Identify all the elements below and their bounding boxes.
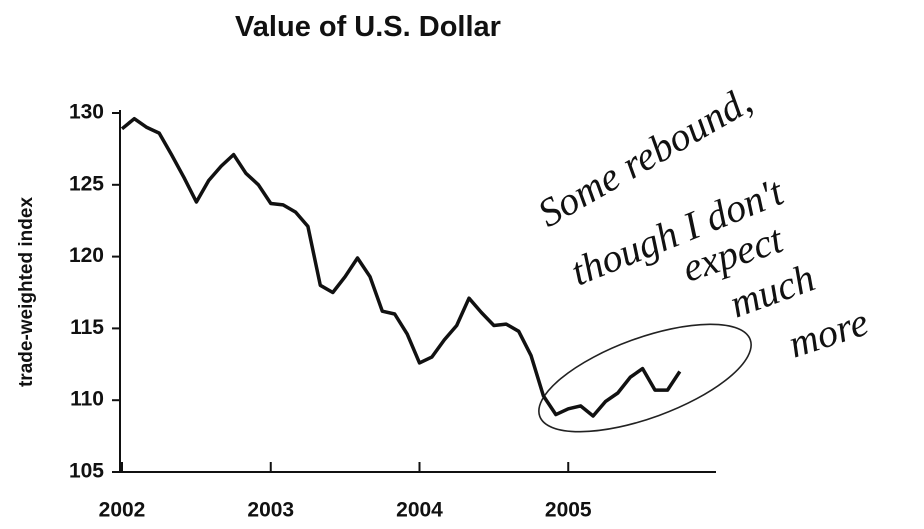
y-tick-label: 105 <box>69 460 104 483</box>
y-tick-label: 120 <box>69 244 104 267</box>
x-tick-label: 2005 <box>545 499 592 522</box>
y-tick-label: 110 <box>70 388 104 411</box>
annotation-circle <box>538 323 752 433</box>
y-axis-label: trade-weighted index <box>16 197 37 387</box>
y-tick-label: 125 <box>69 172 104 195</box>
x-tick-label: 2004 <box>396 499 443 522</box>
y-tick-label: 130 <box>69 101 104 124</box>
chart-title: Value of U.S. Dollar <box>235 11 501 43</box>
y-tick-label: 115 <box>70 316 104 339</box>
x-tick-label: 2003 <box>247 499 294 522</box>
x-tick-label: 2002 <box>99 499 146 522</box>
annotation: more <box>783 299 874 367</box>
data-line <box>120 116 682 418</box>
